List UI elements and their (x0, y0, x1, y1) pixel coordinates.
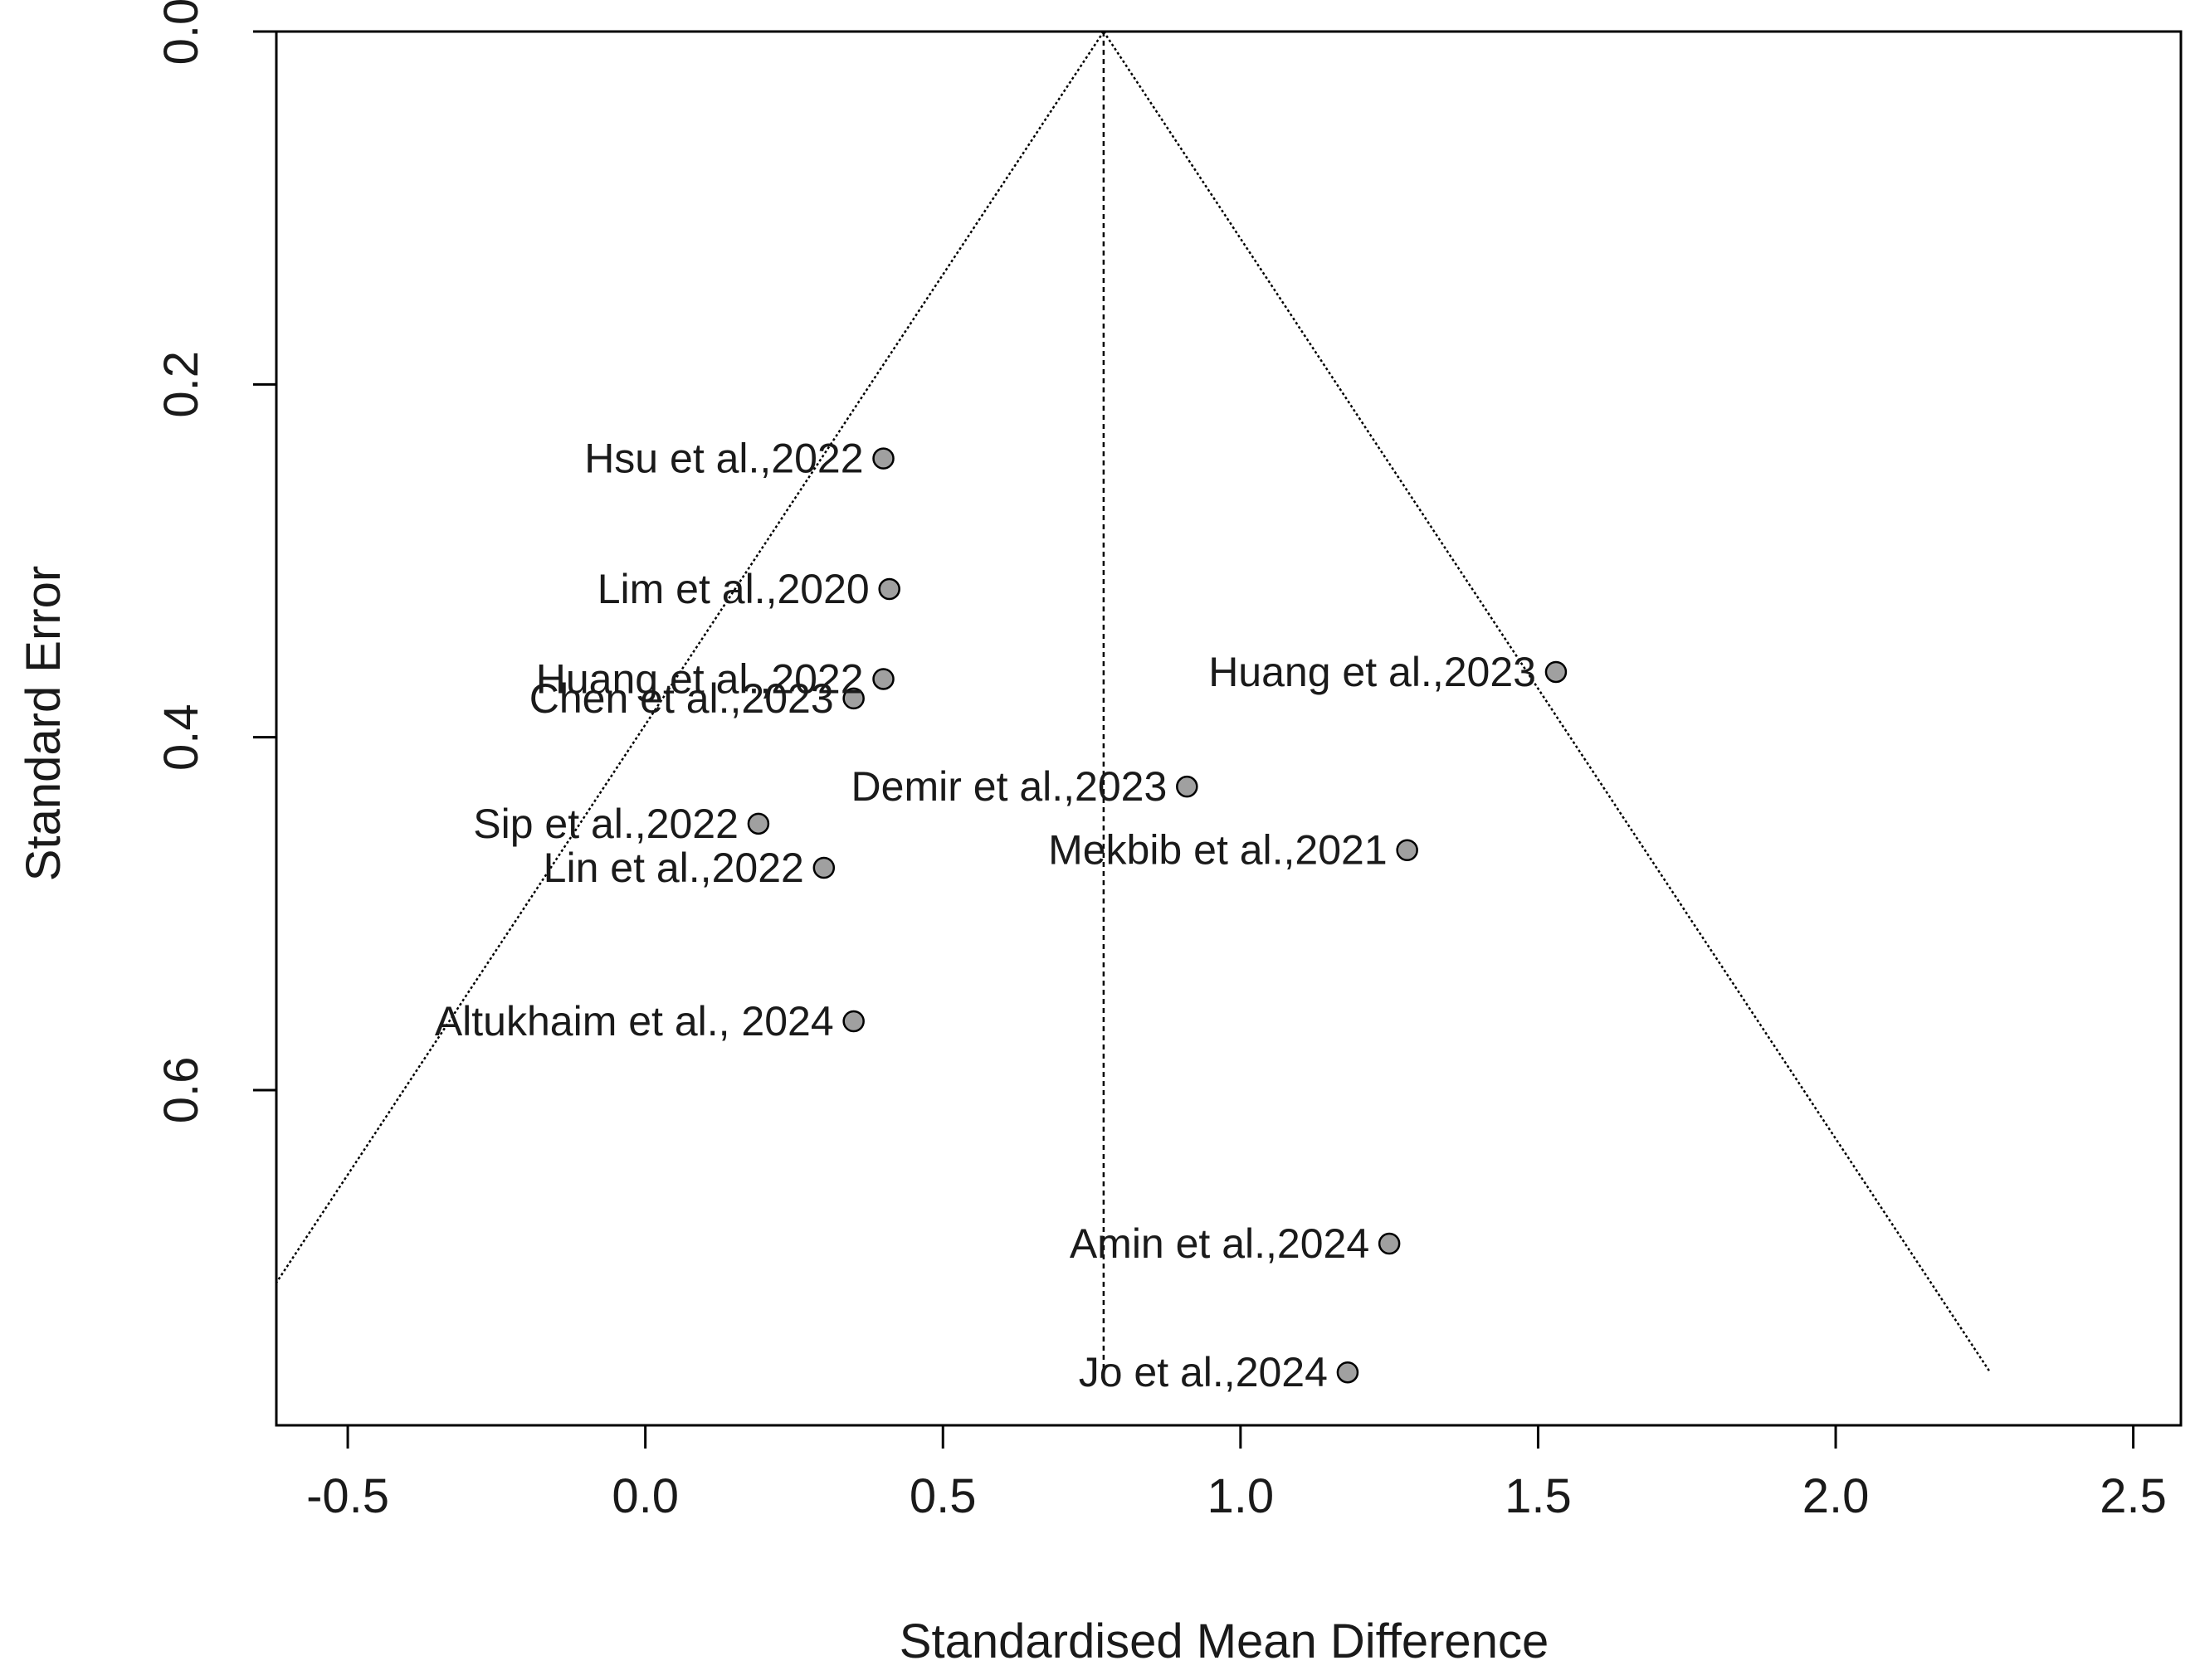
study-point (1396, 839, 1418, 861)
study-point (747, 812, 770, 835)
x-tick-label: -0.5 (306, 1469, 389, 1523)
study-point (812, 856, 836, 879)
x-tick-label: 2.5 (2100, 1469, 2167, 1523)
study-point (1544, 660, 1568, 684)
study-point (842, 1010, 865, 1033)
study-label: Huang et al.,2023 (1208, 649, 1536, 695)
study-label: Amin et al.,2024 (1070, 1220, 1369, 1267)
study-points (747, 447, 1568, 1384)
y-tick-label: 0.0 (154, 0, 208, 65)
study-label: Demir et al.,2023 (851, 763, 1168, 810)
study-point (1378, 1232, 1401, 1255)
study-point (878, 577, 900, 601)
y-tick-label: 0.4 (154, 704, 208, 771)
study-label: Lin et al.,2022 (544, 845, 804, 891)
y-tick-label: 0.2 (154, 351, 208, 418)
y-axis-title: Standard Error (17, 566, 71, 881)
study-point (872, 447, 895, 470)
funnel-right-bound (1102, 32, 1992, 1373)
study-label: Chen et al.,2023 (529, 675, 834, 722)
study-label: Lim et al.,2020 (598, 566, 870, 612)
x-tick-label: 1.5 (1505, 1469, 1572, 1523)
x-axis-title: Standardised Mean Difference (900, 1614, 1549, 1668)
study-label: Mekbib et al.,2021 (1048, 827, 1388, 874)
funnel-lines (276, 32, 1992, 1373)
study-label: Altukhaim et al., 2024 (435, 998, 834, 1045)
x-tick-label: 0.5 (910, 1469, 977, 1523)
study-label: Sip et al.,2022 (473, 801, 739, 847)
study-labels: Hsu et al.,2022 Lim et al.,2020 Huang et a… (435, 436, 1536, 1396)
study-label: Hsu et al.,2022 (584, 436, 863, 482)
funnel-left-bound (276, 32, 1105, 1285)
study-point (842, 687, 865, 710)
plot-area-frame (275, 30, 2183, 1427)
study-label: Huang et al.,2022 (536, 655, 864, 702)
x-tick-label: 1.0 (1207, 1469, 1275, 1523)
y-tick-label: 0.6 (154, 1057, 208, 1124)
study-point (872, 668, 895, 690)
x-tick-label: 2.0 (1802, 1469, 1870, 1523)
study-label: Jo et al.,2024 (1079, 1349, 1328, 1395)
study-point (1336, 1361, 1359, 1384)
study-point (1176, 775, 1198, 798)
x-axis: -0.5 0.0 0.5 1.0 1.5 2.0 2.5 (306, 1425, 2167, 1523)
y-axis: 0.0 0.2 0.4 0.6 (154, 0, 276, 1123)
x-tick-label: 0.0 (612, 1469, 679, 1523)
